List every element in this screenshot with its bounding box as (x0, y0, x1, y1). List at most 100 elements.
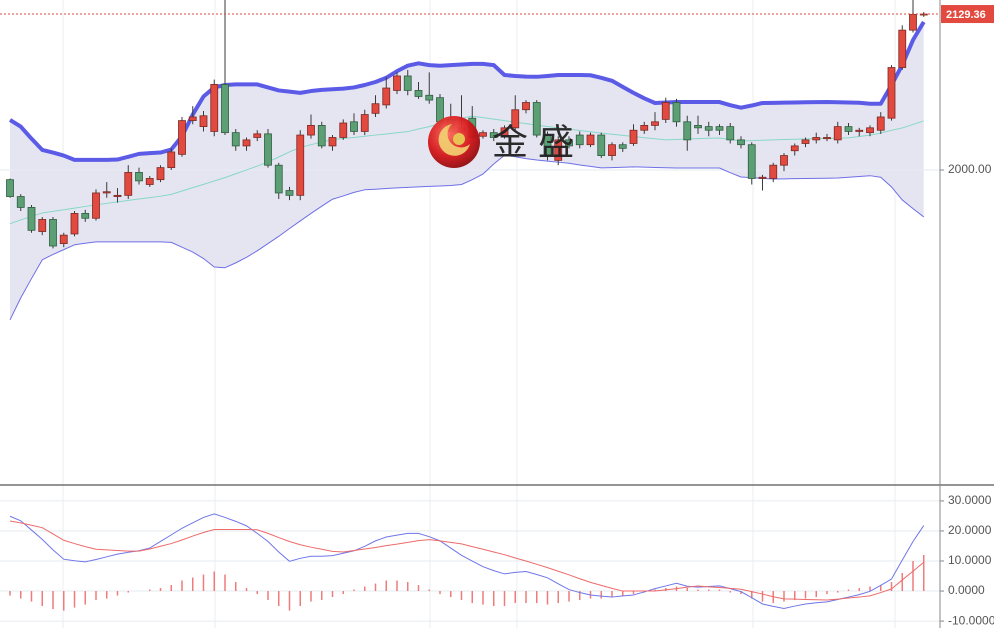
candle-body (640, 125, 649, 131)
candle-body (651, 121, 659, 126)
candle-body (694, 125, 702, 129)
candle-body (629, 129, 638, 144)
candle-body (285, 190, 294, 196)
candle-body (59, 234, 68, 244)
candle-body (210, 84, 219, 132)
candle-body (780, 155, 788, 166)
candle-body (231, 132, 240, 147)
candle-body (360, 114, 369, 132)
watermark: 金 盛 (492, 122, 574, 163)
candle-body (436, 97, 444, 123)
macd-line (9, 520, 925, 601)
candle-body (554, 139, 563, 161)
candle-body (167, 151, 176, 169)
band-upper (8, 20, 926, 162)
candle-body (296, 134, 305, 196)
candle-body (414, 90, 423, 97)
candle-body (102, 191, 111, 194)
band-fill (10, 21, 924, 320)
candle-body (511, 109, 520, 129)
candle-body (887, 67, 896, 119)
candle-body (350, 121, 358, 132)
candle-body (876, 116, 885, 131)
y-tick-label: 20.0000 (948, 523, 992, 537)
macd-line (9, 513, 925, 609)
candle-body (769, 164, 778, 179)
candle-body (737, 139, 745, 146)
candle-body (758, 176, 767, 179)
candle-body (522, 102, 530, 111)
candle-body (253, 133, 262, 138)
candle-body (597, 134, 606, 156)
candle-body (726, 126, 735, 141)
candle-body (866, 127, 874, 134)
candle-body (683, 121, 692, 141)
candle-body (479, 132, 487, 137)
candle-body (70, 213, 79, 235)
candle-body (403, 75, 412, 91)
candle-body (274, 164, 283, 194)
y-tick-label: 10.0000 (948, 553, 992, 567)
candle-body (747, 144, 756, 179)
candle-body (672, 102, 681, 123)
candle-body (790, 145, 799, 152)
candle-body (823, 137, 831, 140)
y-tick-label: -10.0000 (948, 613, 994, 627)
last-price-box (941, 5, 994, 24)
candle-body (704, 126, 713, 131)
candle-body (532, 102, 541, 136)
candle-body (575, 134, 584, 146)
candle-body (124, 172, 133, 196)
candle-body (145, 178, 154, 185)
candle-body (833, 126, 842, 141)
candle-body (909, 14, 917, 31)
candle-body (49, 219, 57, 247)
y-tick-label: 30.0000 (948, 493, 992, 507)
candle-body (393, 75, 401, 91)
candle-body (898, 29, 907, 68)
candle-body (178, 120, 186, 155)
candle-body (339, 122, 348, 138)
candle-body (328, 137, 337, 147)
logo-swoosh (438, 124, 470, 156)
watermark-logo: 金 盛 (428, 116, 574, 168)
y-tick-label: 2000.00 (948, 162, 992, 176)
candle-body (307, 125, 315, 136)
candle-body (425, 94, 434, 101)
candle-body (371, 103, 380, 114)
candle-body (812, 137, 821, 141)
candle-body (844, 126, 853, 132)
candle-body (618, 144, 627, 149)
candle-body (264, 133, 272, 166)
candle-body (565, 139, 573, 147)
candle-body (221, 84, 229, 134)
last-price-label: 2129.36 (946, 9, 986, 21)
candle-body (6, 179, 14, 197)
candle-body (242, 139, 251, 147)
candle-body (38, 219, 47, 232)
candle-body (586, 134, 595, 146)
band-middle (9, 115, 924, 225)
candle-body (92, 192, 100, 219)
candle-body (661, 102, 670, 120)
candle-body (135, 172, 143, 182)
candle-body (188, 116, 197, 121)
candle-body (382, 87, 391, 106)
candle-body (156, 167, 165, 181)
candle-body (608, 144, 616, 156)
candle-body (543, 134, 552, 156)
candle-body (855, 129, 864, 132)
candle-body (317, 125, 326, 147)
candle-body (715, 126, 724, 131)
logo-dot (453, 133, 465, 145)
candle-body (81, 213, 90, 219)
candle-body (27, 207, 36, 231)
candle-body (489, 132, 498, 138)
candle-body (500, 127, 509, 137)
candle-body (199, 115, 208, 128)
candle-body (16, 196, 25, 208)
candle-body (113, 194, 122, 197)
